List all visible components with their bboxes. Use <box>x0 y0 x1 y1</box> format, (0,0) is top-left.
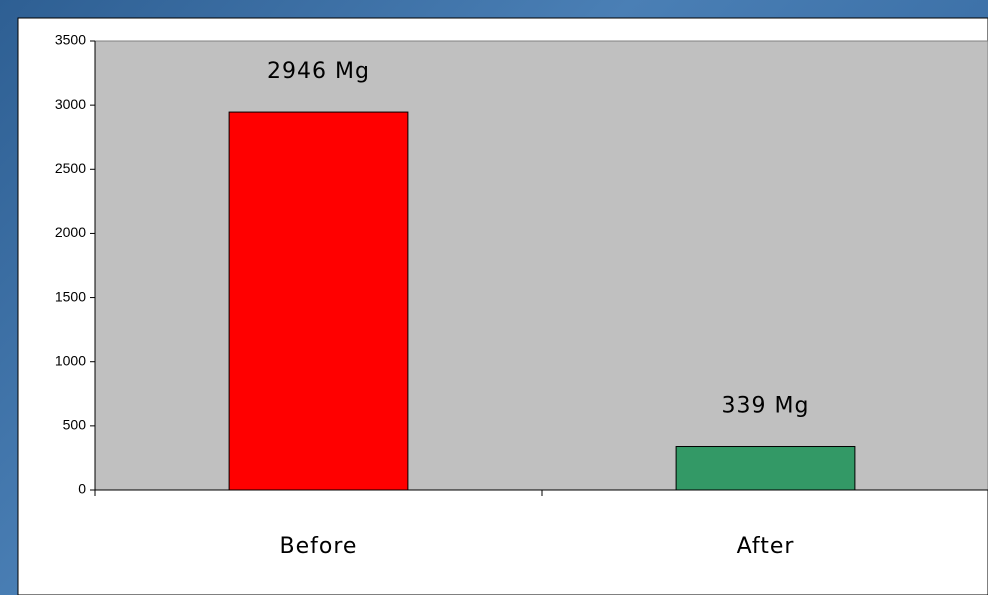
value-label: 339 Mg <box>722 394 810 419</box>
y-tick-label: 2000 <box>55 224 86 240</box>
y-tick-label: 1000 <box>55 352 86 368</box>
x-tick-label: After <box>737 534 795 559</box>
y-tick-label: 3000 <box>55 96 86 112</box>
y-tick-label: 3500 <box>55 32 86 48</box>
y-tick-label: 500 <box>63 417 87 433</box>
y-tick-label: 0 <box>78 481 86 497</box>
y-tick-label: 2500 <box>55 160 86 176</box>
bar <box>228 111 409 491</box>
y-tick-label: 1500 <box>55 288 86 304</box>
value-label: 2946 Mg <box>267 59 370 84</box>
bar <box>675 446 856 491</box>
x-tick-label: Before <box>280 534 358 559</box>
